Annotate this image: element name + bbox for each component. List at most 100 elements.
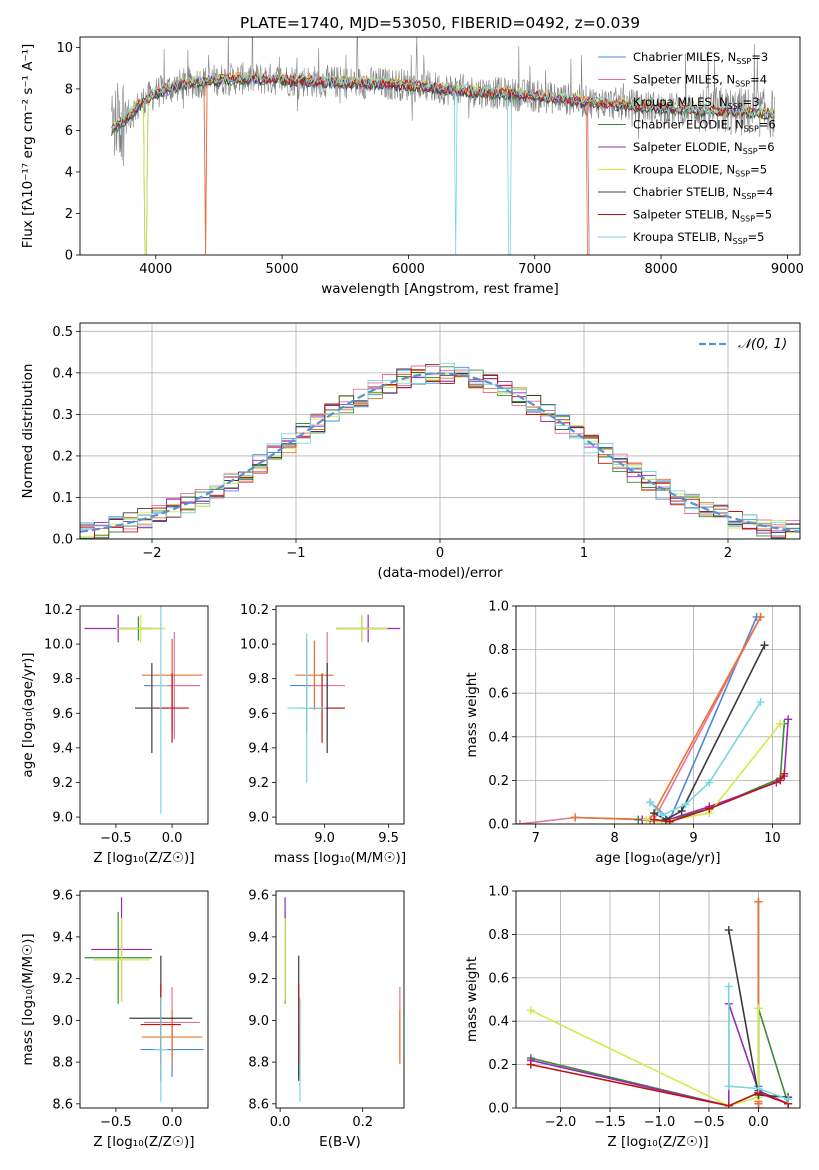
weight-marker (677, 806, 686, 815)
y-tick-label: 9.4 (52, 741, 73, 756)
axes-frame (275, 890, 405, 1109)
weight-marker (754, 897, 763, 906)
y-tick-label: 0.4 (52, 366, 73, 381)
legend-n-equals: = (750, 163, 760, 177)
y-tick-label: 9.6 (52, 889, 73, 904)
data-marks (526, 897, 793, 1108)
x-tick-label: 0.0 (162, 1115, 183, 1130)
y-tick-label: 9.2 (248, 776, 269, 791)
legend-series-name: Chabrier STELIB (633, 185, 725, 199)
y-axis-label: Flux [fλ10⁻¹⁷ erg cm⁻² s⁻¹ A⁻¹] (20, 44, 36, 249)
weight-marker (784, 715, 793, 724)
x-tick-label: 8 (610, 831, 618, 846)
x-tick-label: −1 (286, 546, 305, 561)
weight-marker (760, 641, 769, 650)
weight-marker (681, 800, 690, 809)
y-tick-label: 9.6 (248, 889, 269, 904)
y-tick-label: 1.0 (488, 600, 509, 615)
y-tick-label: 0.3 (52, 408, 73, 423)
legend-n-ssp-value: 3 (752, 95, 759, 109)
mass-weight-vs-age-panel: 7 8 9 10 0.0 0.2 0.4 0.6 0.8 1.0 age [log₁₀(age/yr… (464, 600, 801, 866)
y-tick-label: 0 (65, 249, 73, 264)
y-axis-label: mass [log₁₀(M/M☉)] (20, 933, 36, 1065)
y-tick-label: 9.0 (52, 1014, 73, 1029)
legend-n-subscript: SSP (743, 147, 758, 156)
data-marks (80, 362, 800, 539)
x-tick-label: 7 (532, 831, 540, 846)
legend-n-prefix: , N (719, 163, 735, 177)
legend-n-prefix: , N (727, 140, 743, 154)
weight-marker (776, 719, 785, 728)
y-tick-label: 9.4 (248, 930, 269, 945)
plot-area (284, 897, 401, 1102)
histogram-step-kroupa-stelib (80, 362, 800, 531)
y-tick-label: 0.0 (52, 533, 73, 548)
y-tick-label: 0.2 (488, 1058, 509, 1073)
legend-series-name: Kroupa ELODIE (633, 163, 719, 177)
x-tick-label: 5000 (266, 262, 299, 277)
age-vs-mass-panel: 9.0 9.5 9.0 9.2 9.4 9.6 9.8 10.0 10.2 mass [log₁₀… (240, 603, 406, 866)
y-axis-label: mass weight (464, 672, 480, 757)
legend-n-equals: = (759, 118, 769, 132)
y-tick-label: 9.0 (248, 1014, 269, 1029)
y-tick-label: 0.8 (488, 928, 509, 943)
legend-entry: Salpeter ELODIE, NSSP=6 (633, 140, 775, 156)
legend-series-name: Chabrier MILES (633, 50, 720, 64)
x-tick-label: 0.0 (270, 1115, 291, 1130)
legend-series-name: Chabrier ELODIE (633, 118, 728, 132)
x-tick-label: 0.0 (162, 831, 183, 846)
legend-series-name: Salpeter ELODIE (633, 140, 727, 154)
mass-vs-metallicity-panel: −0.5 0.0 8.6 8.8 9.0 9.2 9.4 9.6 Z [log₁₀(Z/Z☉)]… (20, 889, 209, 1150)
y-tick-label: 0.4 (488, 730, 509, 745)
legend-n-subscript: SSP (741, 192, 756, 201)
y-tick-label: 1.0 (488, 885, 509, 900)
axes-frame (79, 36, 801, 256)
weight-line-salpeter-stelib (530, 1063, 789, 1107)
gaussian-curve (80, 372, 800, 533)
legend-entry: Chabrier STELIB, NSSP=4 (633, 185, 773, 201)
legend-n-subscript: SSP (735, 80, 750, 89)
legend-entry: Chabrier MILES, NSSP=3 (633, 50, 768, 66)
legend-n-prefix: , N (728, 118, 744, 132)
x-tick-label: 2 (724, 546, 732, 561)
weight-marker (756, 697, 765, 706)
x-tick-label: −0.5 (100, 1115, 132, 1130)
legend-n-equals: = (748, 230, 758, 244)
legend-n-prefix: , N (719, 73, 735, 87)
y-tick-label: 9.2 (52, 972, 73, 987)
legend-series-name: Salpeter MILES (633, 73, 719, 87)
legend-n-equals: = (750, 73, 760, 87)
legend-n-ssp-value: 5 (760, 163, 767, 177)
weight-marker (780, 769, 789, 778)
plot-area (287, 614, 401, 783)
legend-n-equals: = (756, 185, 766, 199)
x-axis-label: Z [log₁₀(Z/Z☉)] (93, 850, 194, 866)
x-tick-label: 1 (580, 546, 588, 561)
x-tick-label: 0.2 (352, 1115, 373, 1130)
weight-marker (526, 1006, 535, 1015)
data-marks (84, 897, 204, 1102)
y-tick-label: 0.4 (488, 1015, 509, 1030)
legend-entry: Chabrier ELODIE, NSSP=6 (633, 118, 776, 134)
legend-n-ssp-value: 6 (768, 118, 775, 132)
y-tick-label: 10 (56, 41, 73, 56)
weight-marker (650, 815, 659, 824)
x-axis-label: E(B-V) (319, 1134, 361, 1150)
y-tick-label: 9.6 (248, 707, 269, 722)
legend-n-ssp-value: 6 (767, 140, 774, 154)
y-tick-label: 0.2 (488, 774, 509, 789)
legend-n-subscript: SSP (728, 102, 743, 111)
x-tick-label: −2 (142, 546, 161, 561)
legend-entry: Salpeter MILES, NSSP=4 (633, 73, 767, 89)
legend-n-ssp-value: 5 (757, 230, 764, 244)
weight-marker (646, 798, 655, 807)
spectrum-panel: 4000 5000 6000 7000 8000 9000 0 2 4 6 8 10 wavelengt… (20, 14, 804, 297)
weight-marker (724, 982, 733, 991)
axes-frame (275, 605, 405, 825)
model-spectrum-salpeter-stelib (111, 73, 775, 128)
y-tick-label: 0.8 (488, 643, 509, 658)
data-marks (284, 897, 401, 1102)
y-tick-label: 0.5 (52, 325, 73, 340)
y-tick-label: 0.6 (488, 687, 509, 702)
